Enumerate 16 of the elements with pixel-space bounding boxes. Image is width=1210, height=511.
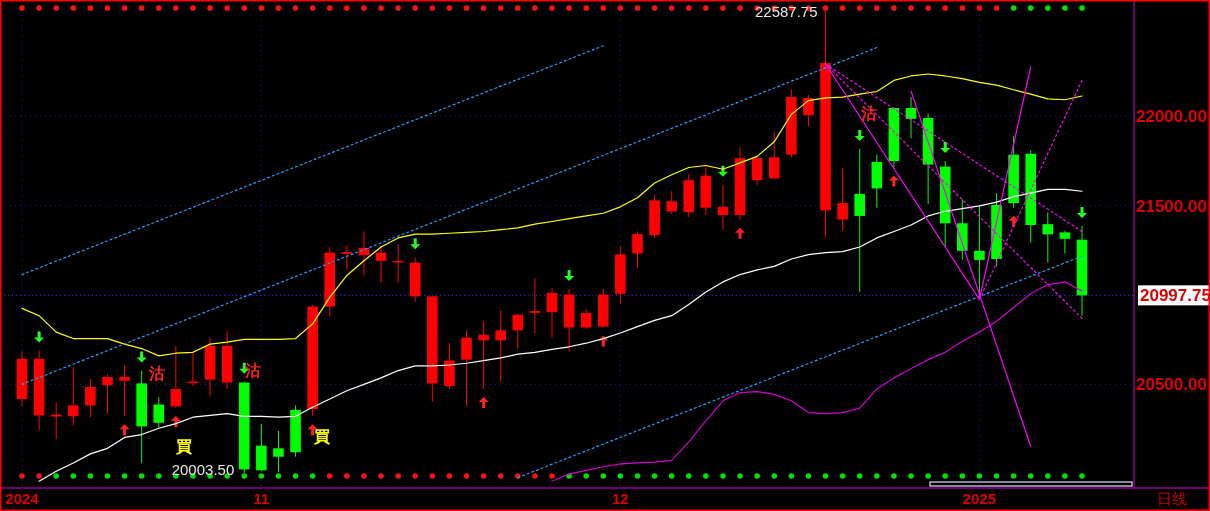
annotation: 22587.75 [754, 3, 818, 21]
x-tick-label: 2024 [5, 490, 40, 507]
annotation: 20003.50 [171, 461, 235, 479]
ref-line-label: 20997.75 [1140, 286, 1210, 306]
x-tick-label: 2025 [962, 490, 997, 507]
y-tick-label: 20500.00 [1136, 375, 1207, 395]
annotation: 沽 [147, 364, 165, 382]
annotation: 沽 [244, 361, 262, 379]
annotation: 買 [174, 438, 192, 456]
x-tick-label: 12 [612, 490, 629, 507]
annotation: 沽 [859, 105, 877, 123]
y-tick-label: 22000.00 [1136, 107, 1207, 127]
annotation: 買 [312, 428, 330, 446]
text: 日线 [1157, 490, 1187, 507]
x-tick-label: 11 [253, 490, 270, 507]
y-tick-label: 21500.00 [1136, 196, 1207, 216]
